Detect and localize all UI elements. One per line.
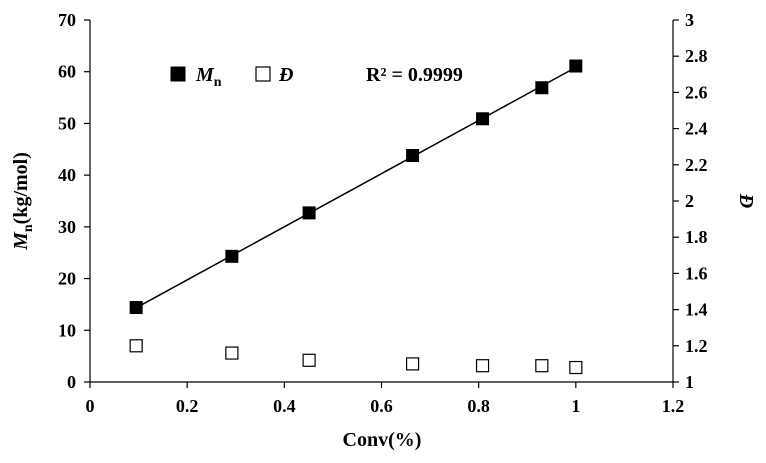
y-tick-label: 60 — [58, 62, 76, 82]
y2-tick-label: 2.8 — [685, 46, 708, 66]
mn-point — [406, 148, 420, 162]
mn-point — [535, 81, 549, 95]
y-tick-label: 10 — [58, 320, 76, 340]
mn-trendline — [135, 66, 577, 309]
y2-ticks: 1 1.2 1.4 1.6 1.8 2 2.2 2.4 2.6 2.8 3 — [673, 10, 708, 392]
dispersity-point — [405, 357, 420, 371]
y-axis-title: Mn(kg/mol) — [10, 152, 36, 251]
x-tick-label: 0 — [86, 396, 95, 416]
y-tick-label: 40 — [58, 165, 76, 185]
trendline-group — [135, 66, 577, 309]
y2-tick-label: 2.4 — [685, 119, 708, 139]
dispersity-point — [475, 359, 490, 373]
x-tick-label: 0.4 — [273, 396, 296, 416]
y-tick-label: 0 — [67, 372, 76, 392]
legend-mn-label: Mn — [195, 64, 222, 90]
legend-dispersity-label: Đ — [278, 64, 293, 86]
y-axis-title-main: M — [10, 231, 32, 251]
y-axis-title-rest: (kg/mol) — [10, 152, 32, 224]
legend-dispersity-marker — [255, 66, 271, 82]
y-ticks: 0 10 20 30 40 50 60 70 — [58, 10, 90, 392]
mn-point — [129, 301, 143, 315]
dispersity-point — [569, 360, 583, 375]
x-axis-title: Conv(%) — [343, 429, 422, 451]
y2-tick-label: 1.4 — [685, 300, 708, 320]
x-tick-label: 0.6 — [370, 396, 393, 416]
x-tick-label: 0.8 — [467, 396, 490, 416]
mn-point — [569, 59, 583, 73]
dispersity-point — [302, 353, 316, 367]
x-tick-label: 1.2 — [662, 396, 685, 416]
legend-mn-sub: n — [214, 75, 222, 90]
y-tick-label: 50 — [58, 113, 76, 133]
mn-point — [476, 112, 490, 126]
y2-tick-label: 2 — [685, 191, 694, 211]
y-tick-label: 30 — [58, 217, 76, 237]
y-axis-title-sub: n — [21, 224, 36, 232]
dispersity-point — [535, 359, 549, 373]
y2-tick-label: 1.8 — [685, 227, 708, 247]
y2-axis-title: Đ — [735, 193, 757, 208]
data-marks — [129, 59, 583, 375]
mn-point — [302, 206, 316, 220]
y2-tick-label: 2.2 — [685, 155, 708, 175]
y2-tick-label: 1.2 — [685, 336, 708, 356]
y2-tick-label: 1 — [685, 372, 694, 392]
r-squared-annotation: R² = 0.9999 — [366, 64, 463, 86]
x-tick-label: 1 — [571, 396, 580, 416]
y2-tick-label: 3 — [685, 10, 694, 30]
legend-mn-main: M — [195, 64, 215, 86]
legend: Mn Đ — [170, 64, 293, 90]
x-tick-label: 0.2 — [176, 396, 199, 416]
y2-tick-label: 1.6 — [685, 263, 708, 283]
dispersity-point — [129, 339, 143, 353]
x-ticks: 0 0.2 0.4 0.6 0.8 1 1.2 — [86, 382, 685, 416]
legend-mn-marker — [170, 66, 186, 82]
mn-point — [225, 249, 239, 263]
y2-tick-label: 2.6 — [685, 82, 708, 102]
y-tick-label: 20 — [58, 269, 76, 289]
y-tick-label: 70 — [58, 10, 76, 30]
dispersity-point — [225, 346, 239, 360]
